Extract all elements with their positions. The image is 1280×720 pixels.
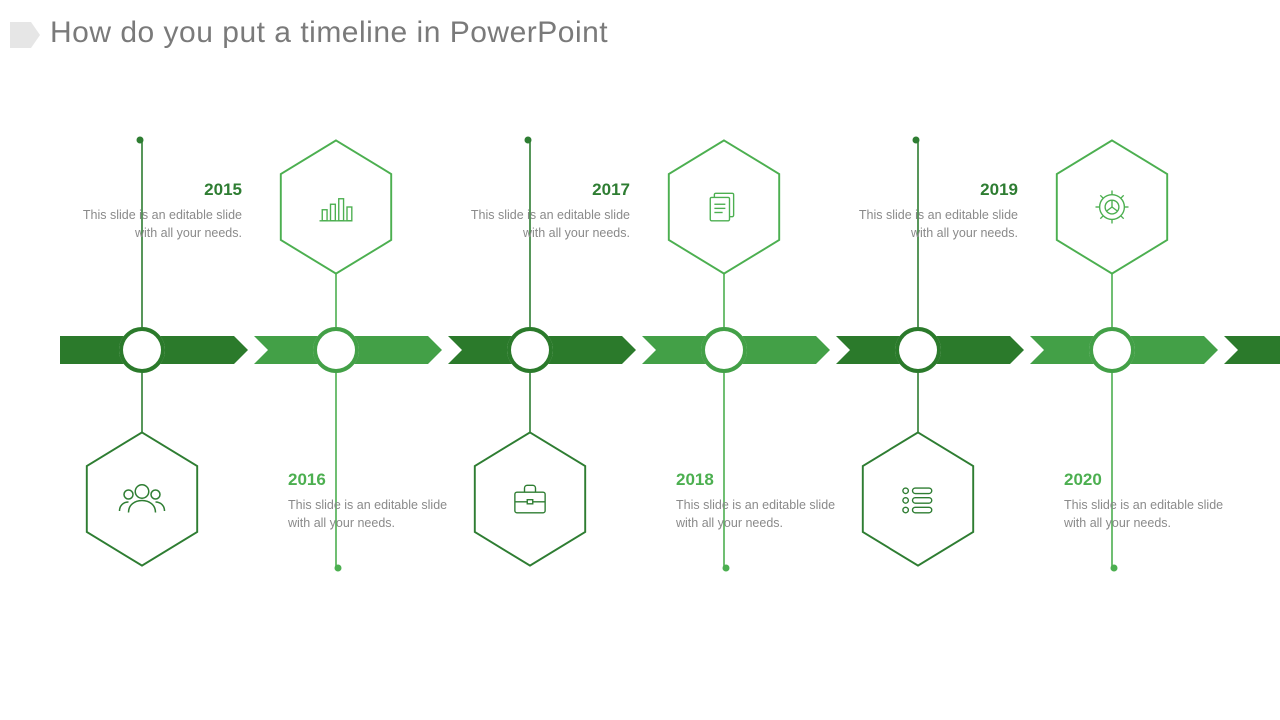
textblock-2019: 2019 This slide is an editable slide wit… [848,180,1018,242]
year-label: 2017 [460,180,630,200]
hex-2015 [82,430,202,568]
timeline-node-2017 [507,327,553,373]
slide-title: How do you put a timeline in PowerPoint [50,16,608,50]
year-label: 2018 [676,470,846,490]
gear-icon [1084,179,1140,235]
textblock-2017: 2017 This slide is an editable slide wit… [460,180,630,242]
arrow-segment-tail [1224,336,1280,364]
hex-2020 [1052,138,1172,276]
desc-text: This slide is an editable slide with all… [676,496,846,532]
desc-text: This slide is an editable slide with all… [72,206,242,242]
timeline-node-2015 [119,327,165,373]
timeline-node-2016 [313,327,359,373]
timeline-node-2019 [895,327,941,373]
desc-text: This slide is an editable slide with all… [288,496,458,532]
hex-2016 [276,138,396,276]
desc-text: This slide is an editable slide with all… [1064,496,1234,532]
hex-2019 [858,430,978,568]
people-icon [114,471,170,527]
title-bullet-arrow [10,22,40,48]
timeline-node-2018 [701,327,747,373]
desc-text: This slide is an editable slide with all… [460,206,630,242]
year-label: 2016 [288,470,458,490]
textblock-2015: 2015 This slide is an editable slide wit… [72,180,242,242]
textblock-2020: 2020 This slide is an editable slide wit… [1064,470,1234,532]
barchart-icon [308,179,364,235]
year-label: 2019 [848,180,1018,200]
docs-icon [696,179,752,235]
textblock-2018: 2018 This slide is an editable slide wit… [676,470,846,532]
textblock-2016: 2016 This slide is an editable slide wit… [288,470,458,532]
timeline-node-2020 [1089,327,1135,373]
hex-2018 [664,138,784,276]
year-label: 2020 [1064,470,1234,490]
hex-2017 [470,430,590,568]
desc-text: This slide is an editable slide with all… [848,206,1018,242]
list-icon [890,471,946,527]
slide-stage: How do you put a timeline in PowerPoint [0,0,1280,720]
briefcase-icon [502,471,558,527]
year-label: 2015 [72,180,242,200]
